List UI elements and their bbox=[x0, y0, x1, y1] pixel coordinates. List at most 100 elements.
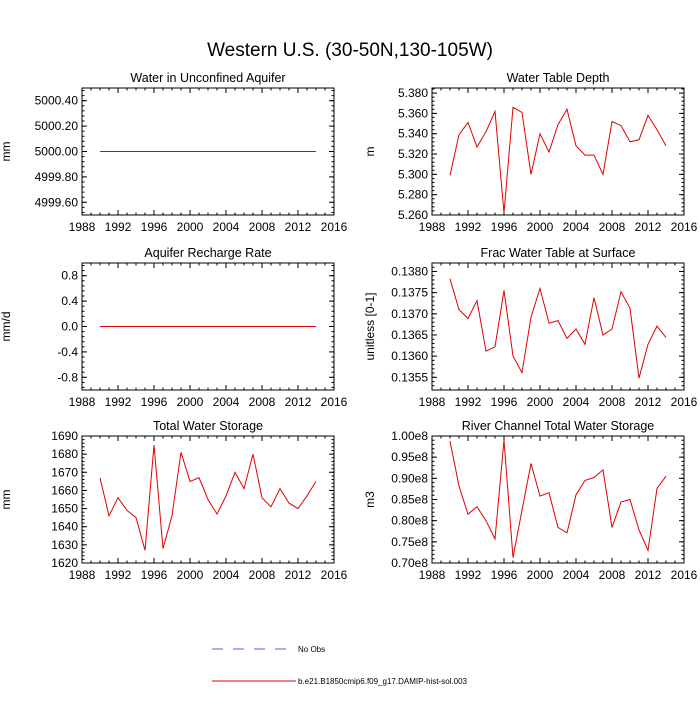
series-line bbox=[99, 445, 317, 551]
y-tick-label: 0.0 bbox=[61, 320, 78, 334]
x-tick-label: 2012 bbox=[635, 220, 662, 234]
x-tick-label: 2012 bbox=[635, 568, 662, 582]
y-tick-label: -0.4 bbox=[57, 345, 78, 359]
x-tick-label: 2008 bbox=[599, 568, 626, 582]
chart-panel-3: Aquifer Recharge Rate 1988 1992 1996 2000 200… bbox=[0, 246, 348, 409]
y-tick-label: 0.1365 bbox=[391, 328, 428, 342]
x-tick-label: 2008 bbox=[249, 568, 276, 582]
x-tick-label: 2016 bbox=[321, 568, 348, 582]
panel-title: River Channel Total Water Storage bbox=[462, 419, 655, 433]
x-tick-label: 1992 bbox=[105, 220, 132, 234]
x-tick-label: 2004 bbox=[213, 220, 240, 234]
y-axis-label: m3 bbox=[363, 491, 377, 508]
x-tick-label: 1992 bbox=[455, 568, 482, 582]
x-tick-label: 1988 bbox=[69, 568, 96, 582]
y-axis-label: unitless [0-1] bbox=[363, 292, 377, 360]
series-line bbox=[449, 106, 667, 214]
x-tick-label: 2016 bbox=[671, 568, 698, 582]
y-tick-label: 0.95e8 bbox=[391, 450, 428, 464]
y-axis-label: mm/d bbox=[0, 312, 13, 342]
x-tick-label: 2016 bbox=[321, 395, 348, 409]
y-tick-label: 5.360 bbox=[398, 106, 428, 120]
x-tick-label: 1992 bbox=[455, 220, 482, 234]
panel-title: Aquifer Recharge Rate bbox=[144, 246, 271, 260]
x-tick-label: 2000 bbox=[177, 220, 204, 234]
y-tick-label: 0.80e8 bbox=[391, 514, 428, 528]
y-tick-label: 1660 bbox=[51, 483, 78, 497]
x-tick-label: 2012 bbox=[285, 395, 312, 409]
y-axis-label: mm bbox=[0, 490, 13, 510]
panel-title: Water Table Depth bbox=[507, 71, 610, 85]
y-tick-label: 4999.80 bbox=[35, 170, 79, 184]
legend-label-no-obs: No Obs bbox=[298, 645, 325, 654]
plot-frame bbox=[431, 87, 685, 216]
panel-title: Total Water Storage bbox=[153, 419, 263, 433]
y-tick-label: 0.4 bbox=[61, 294, 78, 308]
figure-title: Western U.S. (30-50N,130-105W) bbox=[207, 40, 493, 61]
x-tick-label: 2000 bbox=[177, 568, 204, 582]
plot-frame bbox=[431, 435, 685, 564]
y-tick-label: 5000.20 bbox=[35, 119, 79, 133]
y-tick-label: 1620 bbox=[51, 556, 78, 570]
chart-panel-1: Water in Unconfined Aquifer 1988 1992 1996 2… bbox=[0, 71, 348, 234]
y-tick-label: 0.1355 bbox=[391, 370, 428, 384]
x-tick-label: 1996 bbox=[491, 220, 518, 234]
chart-panel-5: Total Water Storage 1988 1992 1996 2000 2004 2… bbox=[0, 419, 348, 582]
x-tick-label: 1988 bbox=[419, 568, 446, 582]
y-tick-label: 0.90e8 bbox=[391, 471, 428, 485]
y-tick-label: 5000.40 bbox=[35, 94, 79, 108]
y-tick-label: 0.70e8 bbox=[391, 556, 428, 570]
x-tick-label: 2004 bbox=[563, 568, 590, 582]
y-axis-label: mm bbox=[0, 142, 13, 162]
x-tick-label: 1996 bbox=[491, 395, 518, 409]
panels: Water in Unconfined Aquifer 1988 1992 1996 2… bbox=[0, 71, 698, 582]
y-tick-label: -0.8 bbox=[57, 370, 78, 384]
x-tick-label: 2016 bbox=[671, 395, 698, 409]
x-tick-label: 2016 bbox=[671, 220, 698, 234]
panel-title: Water in Unconfined Aquifer bbox=[130, 71, 285, 85]
x-tick-label: 2000 bbox=[527, 395, 554, 409]
series-line bbox=[449, 278, 667, 379]
series-line bbox=[449, 440, 667, 558]
x-tick-label: 1996 bbox=[141, 395, 168, 409]
x-tick-label: 2008 bbox=[249, 220, 276, 234]
y-tick-label: 0.75e8 bbox=[391, 535, 428, 549]
x-tick-label: 1988 bbox=[419, 395, 446, 409]
y-tick-label: 5.340 bbox=[398, 127, 428, 141]
y-tick-label: 0.8 bbox=[61, 269, 78, 283]
x-tick-label: 2012 bbox=[635, 395, 662, 409]
x-tick-label: 1988 bbox=[69, 220, 96, 234]
x-tick-label: 2016 bbox=[321, 220, 348, 234]
y-tick-label: 1670 bbox=[51, 465, 78, 479]
x-tick-label: 2000 bbox=[527, 568, 554, 582]
x-tick-label: 2004 bbox=[213, 395, 240, 409]
y-tick-label: 1650 bbox=[51, 502, 78, 516]
y-axis-label: m bbox=[363, 147, 377, 157]
x-tick-label: 1992 bbox=[455, 395, 482, 409]
x-tick-label: 2000 bbox=[527, 220, 554, 234]
x-tick-label: 1996 bbox=[141, 220, 168, 234]
x-tick-label: 1992 bbox=[105, 568, 132, 582]
y-tick-label: 5000.00 bbox=[35, 145, 79, 159]
chart-panel-6: River Channel Total Water Storage 1988 199… bbox=[363, 419, 698, 582]
x-tick-label: 1996 bbox=[141, 568, 168, 582]
x-tick-label: 2008 bbox=[599, 395, 626, 409]
x-tick-label: 2008 bbox=[249, 395, 276, 409]
y-tick-label: 1680 bbox=[51, 447, 78, 461]
y-tick-label: 1640 bbox=[51, 520, 78, 534]
plot-frame bbox=[431, 262, 685, 391]
x-tick-label: 1992 bbox=[105, 395, 132, 409]
y-tick-label: 5.300 bbox=[398, 167, 428, 181]
y-tick-label: 1.00e8 bbox=[391, 429, 428, 443]
y-tick-label: 1690 bbox=[51, 429, 78, 443]
y-tick-label: 0.1380 bbox=[391, 264, 428, 278]
y-tick-label: 0.1370 bbox=[391, 307, 428, 321]
y-tick-label: 5.260 bbox=[398, 208, 428, 222]
x-tick-label: 1988 bbox=[419, 220, 446, 234]
y-tick-label: 5.380 bbox=[398, 86, 428, 100]
y-tick-label: 5.280 bbox=[398, 188, 428, 202]
legend-label-model: b.e21.B1850cmip6.f09_g17.DAMIP-hist-sol.… bbox=[298, 677, 468, 686]
x-tick-label: 2000 bbox=[177, 395, 204, 409]
y-tick-label: 4999.60 bbox=[35, 195, 79, 209]
